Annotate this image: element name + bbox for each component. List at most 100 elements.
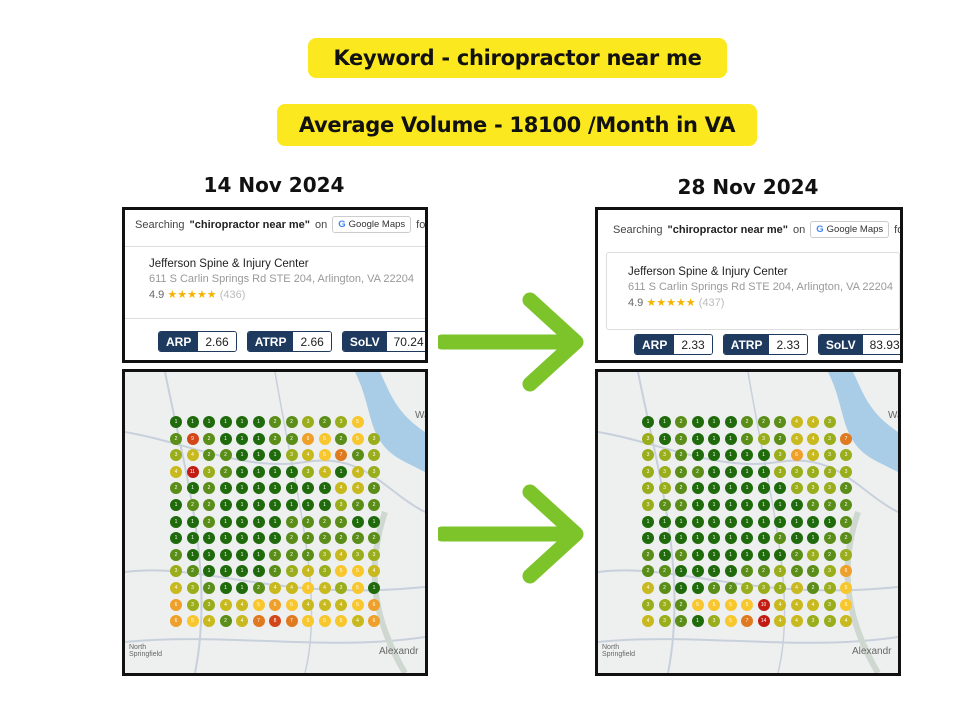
rank-dot[interactable]: 5 <box>302 615 314 628</box>
rank-dot[interactable]: 2 <box>757 565 770 578</box>
rank-dot[interactable]: 1 <box>823 515 836 528</box>
rank-grid-map[interactable]: Wa Alexandr North Springfield 1121112224… <box>595 369 901 676</box>
rank-dot[interactable]: 4 <box>790 615 803 628</box>
rank-dot[interactable]: 2 <box>170 482 182 495</box>
rank-dot[interactable]: 1 <box>724 499 737 511</box>
rank-dot[interactable]: 2 <box>840 482 852 495</box>
rank-dot[interactable]: 1 <box>708 432 720 445</box>
rank-dot[interactable]: 1 <box>302 499 314 511</box>
rank-dot[interactable]: 3 <box>823 465 836 478</box>
rank-dot[interactable]: 1 <box>741 515 753 528</box>
rank-dot[interactable]: 2 <box>302 532 314 545</box>
rank-dot[interactable]: 5 <box>840 598 852 611</box>
rank-dot[interactable]: 6 <box>170 598 182 611</box>
rank-dot[interactable]: 4 <box>318 598 331 611</box>
rank-dot[interactable]: 1 <box>658 548 671 561</box>
rank-dot[interactable]: 1 <box>203 532 215 545</box>
rank-dot[interactable]: 1 <box>691 449 704 462</box>
rank-dot[interactable]: 5 <box>318 615 331 628</box>
rank-dot[interactable]: 3 <box>642 465 654 478</box>
rank-dot[interactable]: 3 <box>774 465 786 478</box>
rank-dot[interactable]: 1 <box>675 532 687 545</box>
rank-dot[interactable]: 1 <box>757 499 770 511</box>
rank-dot[interactable]: 1 <box>252 449 265 462</box>
rank-dot[interactable]: 1 <box>724 548 737 561</box>
rank-dot[interactable]: 1 <box>236 416 248 428</box>
rank-dot[interactable]: 1 <box>708 499 720 511</box>
rank-dot[interactable]: 1 <box>658 432 671 445</box>
rank-dot[interactable]: 4 <box>790 598 803 611</box>
rank-dot[interactable]: 2 <box>203 515 215 528</box>
rank-dot[interactable]: 3 <box>807 615 819 628</box>
rank-dot[interactable]: 1 <box>708 548 720 561</box>
rank-dot[interactable]: 3 <box>823 432 836 445</box>
rank-dot[interactable]: 1 <box>691 432 704 445</box>
rank-dot[interactable]: 4 <box>302 598 314 611</box>
rank-dot[interactable]: 3 <box>807 465 819 478</box>
rank-dot[interactable]: 2 <box>807 582 819 594</box>
business-name[interactable]: Jefferson Spine & Injury Center <box>628 266 788 278</box>
rank-dot[interactable]: 3 <box>351 548 364 561</box>
rank-dot[interactable]: 1 <box>724 532 737 545</box>
rank-dot[interactable]: 1 <box>368 515 380 528</box>
rank-dot[interactable]: 2 <box>351 532 364 545</box>
rank-dot[interactable]: 3 <box>658 598 671 611</box>
rank-dot[interactable]: 2 <box>368 532 380 545</box>
rank-dot[interactable]: 3 <box>642 482 654 495</box>
rank-dot[interactable]: 7 <box>840 432 852 445</box>
rank-dot[interactable]: 1 <box>691 532 704 545</box>
rank-dot[interactable]: 2 <box>302 515 314 528</box>
rank-dot[interactable]: 3 <box>741 582 753 594</box>
rank-dot[interactable]: 1 <box>186 482 199 495</box>
rank-dot[interactable]: 2 <box>302 548 314 561</box>
rank-dot[interactable]: 2 <box>691 465 704 478</box>
rank-dot[interactable]: 1 <box>219 416 232 428</box>
rank-dot[interactable]: 1 <box>236 432 248 445</box>
rank-dot[interactable]: 6 <box>840 565 852 578</box>
rank-dot[interactable]: 1 <box>658 532 671 545</box>
rank-dot[interactable]: 3 <box>368 465 380 478</box>
rank-dot[interactable]: 1 <box>757 465 770 478</box>
rank-dot[interactable]: 1 <box>708 565 720 578</box>
rank-dot[interactable]: 6 <box>790 449 803 462</box>
rank-dot[interactable]: 5 <box>351 416 364 428</box>
rank-dot[interactable]: 1 <box>170 515 182 528</box>
rank-dot[interactable]: 3 <box>790 482 803 495</box>
rank-dot[interactable]: 1 <box>741 465 753 478</box>
rank-dot[interactable]: 4 <box>807 416 819 428</box>
rank-dot[interactable]: 3 <box>807 548 819 561</box>
rank-dot[interactable]: 8 <box>269 615 281 628</box>
rank-dot[interactable]: 4 <box>318 582 331 594</box>
rank-dot[interactable]: 4 <box>351 465 364 478</box>
rank-dot[interactable]: 1 <box>252 548 265 561</box>
rank-dot[interactable]: 4 <box>335 548 347 561</box>
business-name[interactable]: Jefferson Spine & Injury Center <box>149 258 309 270</box>
rank-dot[interactable]: 2 <box>823 499 836 511</box>
rank-dot[interactable]: 1 <box>252 515 265 528</box>
rank-dot[interactable]: 5 <box>691 598 704 611</box>
rank-dot[interactable]: 1 <box>724 449 737 462</box>
rank-dot[interactable]: 1 <box>252 499 265 511</box>
rank-dot[interactable]: 1 <box>219 565 232 578</box>
rank-dot[interactable]: 1 <box>219 548 232 561</box>
rank-dot[interactable]: 2 <box>790 565 803 578</box>
rank-dot[interactable]: 1 <box>691 416 704 428</box>
rank-dot[interactable]: 2 <box>269 432 281 445</box>
rank-dot[interactable]: 4 <box>186 449 199 462</box>
rank-dot[interactable]: 1 <box>757 449 770 462</box>
rank-dot[interactable]: 4 <box>642 615 654 628</box>
rank-dot[interactable]: 2 <box>269 416 281 428</box>
rank-dot[interactable]: 3 <box>823 416 836 428</box>
rank-dot[interactable]: 1 <box>252 482 265 495</box>
rank-dot[interactable]: 2 <box>675 465 687 478</box>
rank-dot[interactable]: 3 <box>642 598 654 611</box>
rank-dot[interactable]: 1 <box>285 499 298 511</box>
rank-dot[interactable]: 3 <box>335 499 347 511</box>
rank-dot[interactable]: 1 <box>269 532 281 545</box>
rank-dot[interactable]: 3 <box>642 432 654 445</box>
rank-dot[interactable]: 2 <box>658 499 671 511</box>
rank-grid-map[interactable]: Wa Alexandr North Springfield 1111112232… <box>122 369 428 676</box>
rank-dot[interactable]: 1 <box>757 482 770 495</box>
rank-dot[interactable]: 3 <box>807 482 819 495</box>
rank-dot[interactable]: 4 <box>318 465 331 478</box>
